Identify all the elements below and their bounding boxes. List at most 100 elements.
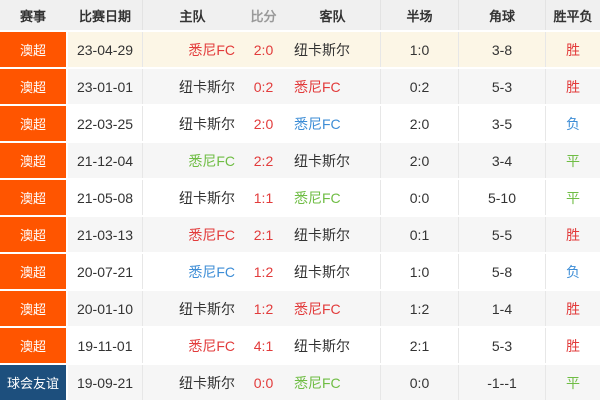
header-date: 比赛日期 — [68, 0, 142, 30]
fulltime-score: 4:1 — [242, 328, 285, 363]
corners: 5-10 — [458, 180, 545, 215]
result-badge: 平 — [545, 365, 600, 400]
corners: 5-3 — [458, 328, 545, 363]
result-badge: 负 — [545, 254, 600, 289]
away-team: 纽卡斯尔 — [285, 217, 380, 252]
fulltime-score: 0:0 — [242, 365, 285, 400]
away-team: 悉尼FC — [285, 180, 380, 215]
fulltime-score: 2:2 — [242, 143, 285, 178]
corners: 3-4 — [458, 143, 545, 178]
home-team: 纽卡斯尔 — [142, 106, 242, 141]
home-team: 纽卡斯尔 — [142, 291, 242, 326]
corners: 5-8 — [458, 254, 545, 289]
match-date: 21-03-13 — [68, 217, 142, 252]
match-date: 19-09-21 — [68, 365, 142, 400]
header-league: 赛事 — [0, 0, 68, 30]
match-date: 19-11-01 — [68, 328, 142, 363]
league-badge: 澳超 — [0, 291, 68, 326]
match-date: 20-01-10 — [68, 291, 142, 326]
table-row: 澳超 21-03-13 悉尼FC 2:1 纽卡斯尔 0:1 5-5 胜 — [0, 215, 600, 252]
halftime-score: 2:0 — [380, 143, 458, 178]
result-badge: 胜 — [545, 328, 600, 363]
home-team: 纽卡斯尔 — [142, 180, 242, 215]
table-row: 澳超 22-03-25 纽卡斯尔 2:0 悉尼FC 2:0 3-5 负 — [0, 104, 600, 141]
league-badge: 球会友谊 — [0, 365, 68, 400]
away-team: 纽卡斯尔 — [285, 328, 380, 363]
result-badge: 平 — [545, 180, 600, 215]
league-badge: 澳超 — [0, 180, 68, 215]
halftime-score: 0:0 — [380, 365, 458, 400]
halftime-score: 0:0 — [380, 180, 458, 215]
league-badge: 澳超 — [0, 106, 68, 141]
fulltime-score: 2:1 — [242, 217, 285, 252]
away-team: 纽卡斯尔 — [285, 32, 380, 67]
header-home: 主队 — [142, 0, 242, 30]
home-team: 悉尼FC — [142, 32, 242, 67]
league-badge: 澳超 — [0, 69, 68, 104]
halftime-score: 2:0 — [380, 106, 458, 141]
league-badge: 澳超 — [0, 254, 68, 289]
corners: 3-5 — [458, 106, 545, 141]
halftime-score: 1:2 — [380, 291, 458, 326]
result-badge: 胜 — [545, 32, 600, 67]
match-date: 21-05-08 — [68, 180, 142, 215]
home-team: 悉尼FC — [142, 254, 242, 289]
result-badge: 胜 — [545, 217, 600, 252]
away-team: 悉尼FC — [285, 291, 380, 326]
fulltime-score: 1:1 — [242, 180, 285, 215]
halftime-score: 1:0 — [380, 254, 458, 289]
result-badge: 胜 — [545, 69, 600, 104]
result-badge: 胜 — [545, 291, 600, 326]
fulltime-score: 1:2 — [242, 291, 285, 326]
match-date: 20-07-21 — [68, 254, 142, 289]
away-team: 悉尼FC — [285, 106, 380, 141]
header-result: 胜平负 — [545, 0, 600, 30]
league-badge: 澳超 — [0, 217, 68, 252]
table-row: 澳超 20-01-10 纽卡斯尔 1:2 悉尼FC 1:2 1-4 胜 — [0, 289, 600, 326]
league-badge: 澳超 — [0, 143, 68, 178]
table-row: 澳超 23-04-29 悉尼FC 2:0 纽卡斯尔 1:0 3-8 胜 — [0, 30, 600, 67]
corners: 5-3 — [458, 69, 545, 104]
table-header-row: 赛事 比赛日期 主队 比分 客队 半场 角球 胜平负 — [0, 0, 600, 30]
match-date: 23-01-01 — [68, 69, 142, 104]
corners: -1--1 — [458, 365, 545, 400]
away-team: 纽卡斯尔 — [285, 143, 380, 178]
match-date: 23-04-29 — [68, 32, 142, 67]
table-row: 澳超 23-01-01 纽卡斯尔 0:2 悉尼FC 0:2 5-3 胜 — [0, 67, 600, 104]
away-team: 悉尼FC — [285, 69, 380, 104]
table-row: 澳超 20-07-21 悉尼FC 1:2 纽卡斯尔 1:0 5-8 负 — [0, 252, 600, 289]
home-team: 悉尼FC — [142, 328, 242, 363]
table-row: 澳超 19-11-01 悉尼FC 4:1 纽卡斯尔 2:1 5-3 胜 — [0, 326, 600, 363]
home-team: 悉尼FC — [142, 143, 242, 178]
halftime-score: 0:2 — [380, 69, 458, 104]
table-row: 澳超 21-12-04 悉尼FC 2:2 纽卡斯尔 2:0 3-4 平 — [0, 141, 600, 178]
league-badge: 澳超 — [0, 328, 68, 363]
halftime-score: 0:1 — [380, 217, 458, 252]
fulltime-score: 2:0 — [242, 106, 285, 141]
fulltime-score: 0:2 — [242, 69, 285, 104]
home-team: 悉尼FC — [142, 217, 242, 252]
header-away: 客队 — [285, 0, 380, 30]
fulltime-score: 2:0 — [242, 32, 285, 67]
header-halftime: 半场 — [380, 0, 458, 30]
halftime-score: 2:1 — [380, 328, 458, 363]
header-score: 比分 — [242, 0, 285, 30]
corners: 3-8 — [458, 32, 545, 67]
away-team: 悉尼FC — [285, 365, 380, 400]
away-team: 纽卡斯尔 — [285, 254, 380, 289]
header-corners: 角球 — [458, 0, 545, 30]
corners: 1-4 — [458, 291, 545, 326]
corners: 5-5 — [458, 217, 545, 252]
league-badge: 澳超 — [0, 32, 68, 67]
result-badge: 平 — [545, 143, 600, 178]
home-team: 纽卡斯尔 — [142, 69, 242, 104]
match-date: 22-03-25 — [68, 106, 142, 141]
match-date: 21-12-04 — [68, 143, 142, 178]
home-team: 纽卡斯尔 — [142, 365, 242, 400]
result-badge: 负 — [545, 106, 600, 141]
table-row: 澳超 21-05-08 纽卡斯尔 1:1 悉尼FC 0:0 5-10 平 — [0, 178, 600, 215]
table-body: 澳超 23-04-29 悉尼FC 2:0 纽卡斯尔 1:0 3-8 胜澳超 23-01-01 纽卡… — [0, 30, 600, 400]
table-row: 球会友谊 19-09-21 纽卡斯尔 0:0 悉尼FC 0:0 -1--1 平 — [0, 363, 600, 400]
fulltime-score: 1:2 — [242, 254, 285, 289]
